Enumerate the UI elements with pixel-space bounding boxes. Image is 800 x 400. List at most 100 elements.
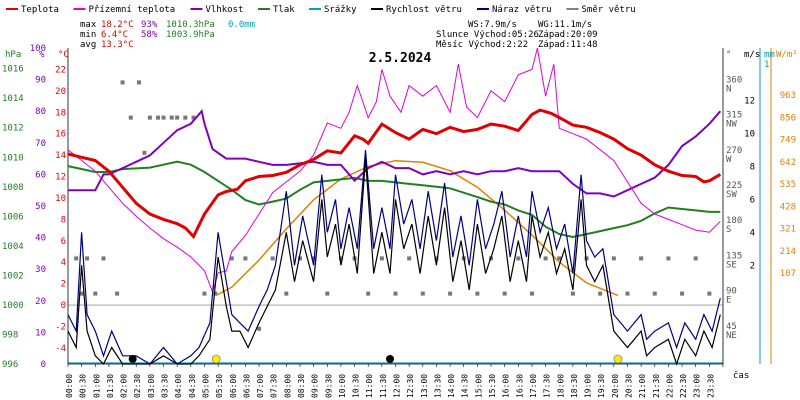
direction-letter-label: E <box>726 296 731 306</box>
x-tick-label: 23:30 <box>706 374 715 398</box>
x-tick-label: 13:30 <box>433 374 442 398</box>
x-tick-label: 16:30 <box>515 374 524 398</box>
x-tick-label: 14:00 <box>447 374 456 398</box>
x-tick-label: 13:00 <box>420 374 429 398</box>
wind-direction-point <box>142 150 147 155</box>
wind-direction-point <box>79 291 84 296</box>
x-tick-label: 07:30 <box>270 374 279 398</box>
wind-direction-point <box>325 291 330 296</box>
solar-axis-label: W/m² <box>776 50 798 60</box>
x-tick-label: 20:00 <box>611 374 620 398</box>
hpa-axis-label: hPa <box>5 50 21 60</box>
temp-tick-label: 20 <box>55 87 66 97</box>
temp-tick-label: 16 <box>55 130 66 140</box>
stat-min-label: min <box>80 30 96 40</box>
wind-direction-point <box>598 291 603 296</box>
hpa-tick-label: 998 <box>2 330 18 340</box>
temp-tick-label: 0 <box>61 301 66 311</box>
legend-label: Rychlost větru <box>386 5 462 15</box>
hpa-tick-label: 1004 <box>2 242 24 252</box>
wind-direction-point <box>213 291 218 296</box>
direction-tick-label: 45 <box>726 322 737 332</box>
x-tick-label: 11:30 <box>379 374 388 398</box>
hpa-tick-label: 1012 <box>2 124 24 134</box>
stat-min-humidity: 58% <box>141 30 158 40</box>
x-tick-label: 11:00 <box>365 374 374 398</box>
sun-marker <box>613 354 623 364</box>
wind-speed-line <box>67 158 721 366</box>
x-tick-label: 02:30 <box>133 374 142 398</box>
wind-direction-point <box>557 256 562 261</box>
direction-letter-label: SE <box>726 260 737 270</box>
wind-direction-point <box>169 115 174 120</box>
wind-direction-point <box>584 256 589 261</box>
humidity-tick-label: 100 <box>30 44 46 54</box>
x-tick-label: 23:00 <box>693 374 702 398</box>
wind-direction-point <box>379 256 384 261</box>
solar-radiation-line <box>215 159 619 297</box>
hpa-tick-label: 1014 <box>2 94 24 104</box>
stat-max-pressure: 1010.3hPa <box>166 20 215 30</box>
wind-direction-point <box>243 256 248 261</box>
wind-direction-point <box>693 256 698 261</box>
x-tick-label: 12:30 <box>406 374 415 398</box>
sun-marker <box>211 354 221 364</box>
temp-tick-label: -4 <box>55 344 66 354</box>
stat-max-humidity: 93% <box>141 20 158 30</box>
stat-min-pressure: 1003.9hPa <box>166 30 215 40</box>
x-tick-label: 05:00 <box>201 374 210 398</box>
direction-letter-label: NW <box>726 120 737 130</box>
x-axis-label: čas <box>733 370 749 381</box>
temp-tick-label: 2 <box>61 280 66 290</box>
wind-direction-point <box>625 291 630 296</box>
solar-tick-label: 214 <box>780 247 796 257</box>
info-sunset: Západ:20:09 <box>538 30 598 40</box>
x-tick-label: 10:00 <box>338 374 347 398</box>
x-tick-label: 05:30 <box>215 374 224 398</box>
wind-direction-point <box>434 256 439 261</box>
x-tick-label: 15:00 <box>474 374 483 398</box>
hpa-tick-label: 1000 <box>2 301 24 311</box>
wind-direction-point <box>529 291 534 296</box>
wind-direction-point <box>611 256 616 261</box>
wind-direction-point <box>516 256 521 261</box>
legend-label: Náraz větru <box>492 5 552 15</box>
x-tick-label: 17:00 <box>529 374 538 398</box>
x-tick-label: 19:30 <box>597 374 606 398</box>
wind-direction-point <box>175 115 180 120</box>
wind-direction-point <box>652 291 657 296</box>
direction-tick-label: 315 <box>726 111 742 121</box>
humidity-tick-label: 20 <box>35 297 46 307</box>
wind-direction-point <box>366 291 371 296</box>
info-moonset: Západ:11:48 <box>538 40 598 50</box>
wind-tick-label: 10 <box>744 130 755 140</box>
temp-tick-label: 12 <box>55 173 66 183</box>
x-tick-label: 14:30 <box>461 374 470 398</box>
wind-axis-label: m/s <box>744 50 760 60</box>
x-tick-label: 00:00 <box>65 374 74 398</box>
wind-tick-label: 12 <box>744 97 755 107</box>
info-wind-gust: WG:11.1m/s <box>538 20 592 30</box>
hpa-tick-label: 1002 <box>2 271 24 281</box>
x-tick-label: 10:30 <box>352 374 361 398</box>
temp-tick-label: 8 <box>61 215 66 225</box>
temp-tick-label: 4 <box>61 258 66 268</box>
stat-min-temp: 6.4°C <box>101 30 128 40</box>
wind-direction-point <box>161 115 166 120</box>
wind-direction-point <box>707 291 712 296</box>
x-tick-label: 04:30 <box>188 374 197 398</box>
wind-direction-point <box>407 256 412 261</box>
humidity-tick-label: 0 <box>41 360 46 370</box>
wind-direction-point <box>270 256 275 261</box>
wind-gust-line <box>67 149 721 365</box>
wind-direction-point <box>297 256 302 261</box>
wind-direction-point <box>202 291 207 296</box>
solar-tick-label: 856 <box>780 113 796 123</box>
direction-letter-label: W <box>726 155 732 165</box>
wind-direction-point <box>543 256 548 261</box>
humidity-tick-label: 50 <box>35 202 46 212</box>
x-tick-label: 03:00 <box>147 374 156 398</box>
x-tick-label: 20:30 <box>624 374 633 398</box>
wind-direction-point <box>475 291 480 296</box>
